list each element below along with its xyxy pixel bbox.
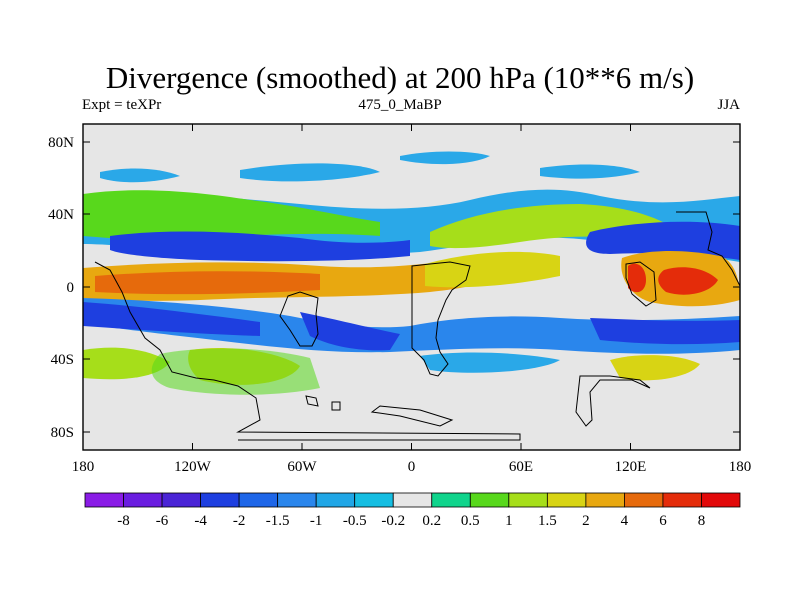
colorbar-label: -2 — [233, 513, 246, 529]
colorbar-label: -0.2 — [381, 513, 405, 529]
contour-fill — [540, 164, 640, 179]
coastline — [575, 375, 651, 427]
x-tick-label: 120E — [615, 459, 647, 475]
contour-fill — [628, 263, 646, 293]
colorbar-label: -0.5 — [343, 513, 367, 529]
chart-title: Divergence (smoothed) at 200 hPa (10**6 … — [105, 60, 695, 95]
period-label: 475_0_MaBP — [358, 97, 442, 113]
colorbar-swatch — [392, 492, 433, 508]
contour-fill — [300, 312, 400, 351]
colorbar-swatch — [431, 492, 471, 508]
coastline — [94, 261, 521, 441]
x-tick-label: 60E — [509, 459, 533, 475]
contour-fill — [610, 355, 700, 381]
x-axis: 180 120W 60W 0 60E 120E 180 — [72, 124, 752, 475]
contour-fill — [425, 251, 560, 288]
x-tick-label: 180 — [729, 459, 752, 475]
colorbar-swatch — [585, 492, 625, 508]
colorbar-label: 2 — [582, 513, 590, 529]
colorbar: -8 -6 -4 -2 -1.5 -1 -0.5 -0.2 0.2 0.5 1 1.5 2 4 6 8 — [84, 492, 741, 529]
colorbar-swatch — [161, 492, 201, 508]
colorbar-label: 1 — [505, 513, 513, 529]
contour-fill — [400, 151, 490, 165]
contour-fill — [240, 163, 380, 182]
contour-fill — [151, 348, 320, 395]
contour-fill — [83, 302, 260, 336]
x-tick-label: 180 — [72, 459, 95, 475]
colorbar-swatch — [200, 492, 240, 508]
colorbar-label: -4 — [194, 513, 207, 529]
coastline — [676, 211, 740, 287]
contour-fill — [110, 231, 410, 262]
y-axis: 80N 40N 0 40S 80S — [48, 135, 740, 441]
colorbar-label: 0.5 — [461, 513, 480, 529]
experiment-label: Expt = teXPr — [82, 97, 162, 113]
coastlines — [94, 211, 740, 441]
contour-fill — [658, 267, 718, 295]
colorbar-label: 4 — [621, 513, 629, 529]
contour-fill — [590, 318, 740, 345]
coastline — [305, 395, 319, 407]
colorbar-label: -8 — [117, 513, 130, 529]
colorbar-swatch — [546, 492, 587, 508]
x-tick-label: 120W — [174, 459, 212, 475]
divergence-field — [83, 124, 740, 450]
colorbar-label: 8 — [698, 513, 706, 529]
coastline — [411, 261, 471, 377]
coastline — [331, 401, 341, 411]
contour-fill — [420, 352, 560, 373]
coastline — [279, 291, 319, 347]
contour-fill — [100, 168, 180, 183]
x-tick-label: 0 — [408, 459, 416, 475]
y-tick-label: 0 — [67, 280, 75, 296]
colorbar-swatch — [123, 492, 163, 508]
colorbar-swatch — [701, 492, 741, 508]
colorbar-label: -1 — [310, 513, 323, 529]
colorbar-swatch — [84, 492, 124, 508]
colorbar-swatch — [354, 492, 394, 508]
colorbar-swatch — [315, 492, 356, 508]
colorbar-swatch — [624, 492, 664, 508]
y-tick-label: 40S — [51, 352, 74, 368]
contour-fill — [83, 347, 170, 380]
coastline — [370, 405, 454, 427]
contour-fill — [586, 221, 740, 260]
colorbar-label: -6 — [156, 513, 169, 529]
season-label: JJA — [717, 97, 740, 113]
colorbar-label: 6 — [659, 513, 667, 529]
y-tick-label: 40N — [48, 207, 74, 223]
contour-fill — [430, 204, 670, 249]
contour-fill — [95, 271, 320, 295]
colorbar-swatch — [277, 492, 317, 508]
colorbar-label: 1.5 — [538, 513, 557, 529]
colorbar-swatch — [469, 492, 510, 508]
colorbar-swatch — [508, 492, 548, 508]
colorbar-label: -1.5 — [266, 513, 290, 529]
y-tick-label: 80N — [48, 135, 74, 151]
coastline — [625, 261, 657, 307]
y-tick-label: 80S — [51, 425, 74, 441]
colorbar-swatch — [238, 492, 279, 508]
colorbar-swatch — [662, 492, 702, 508]
x-tick-label: 60W — [287, 459, 317, 475]
colorbar-label: 0.2 — [422, 513, 441, 529]
contour-fill — [83, 190, 380, 240]
